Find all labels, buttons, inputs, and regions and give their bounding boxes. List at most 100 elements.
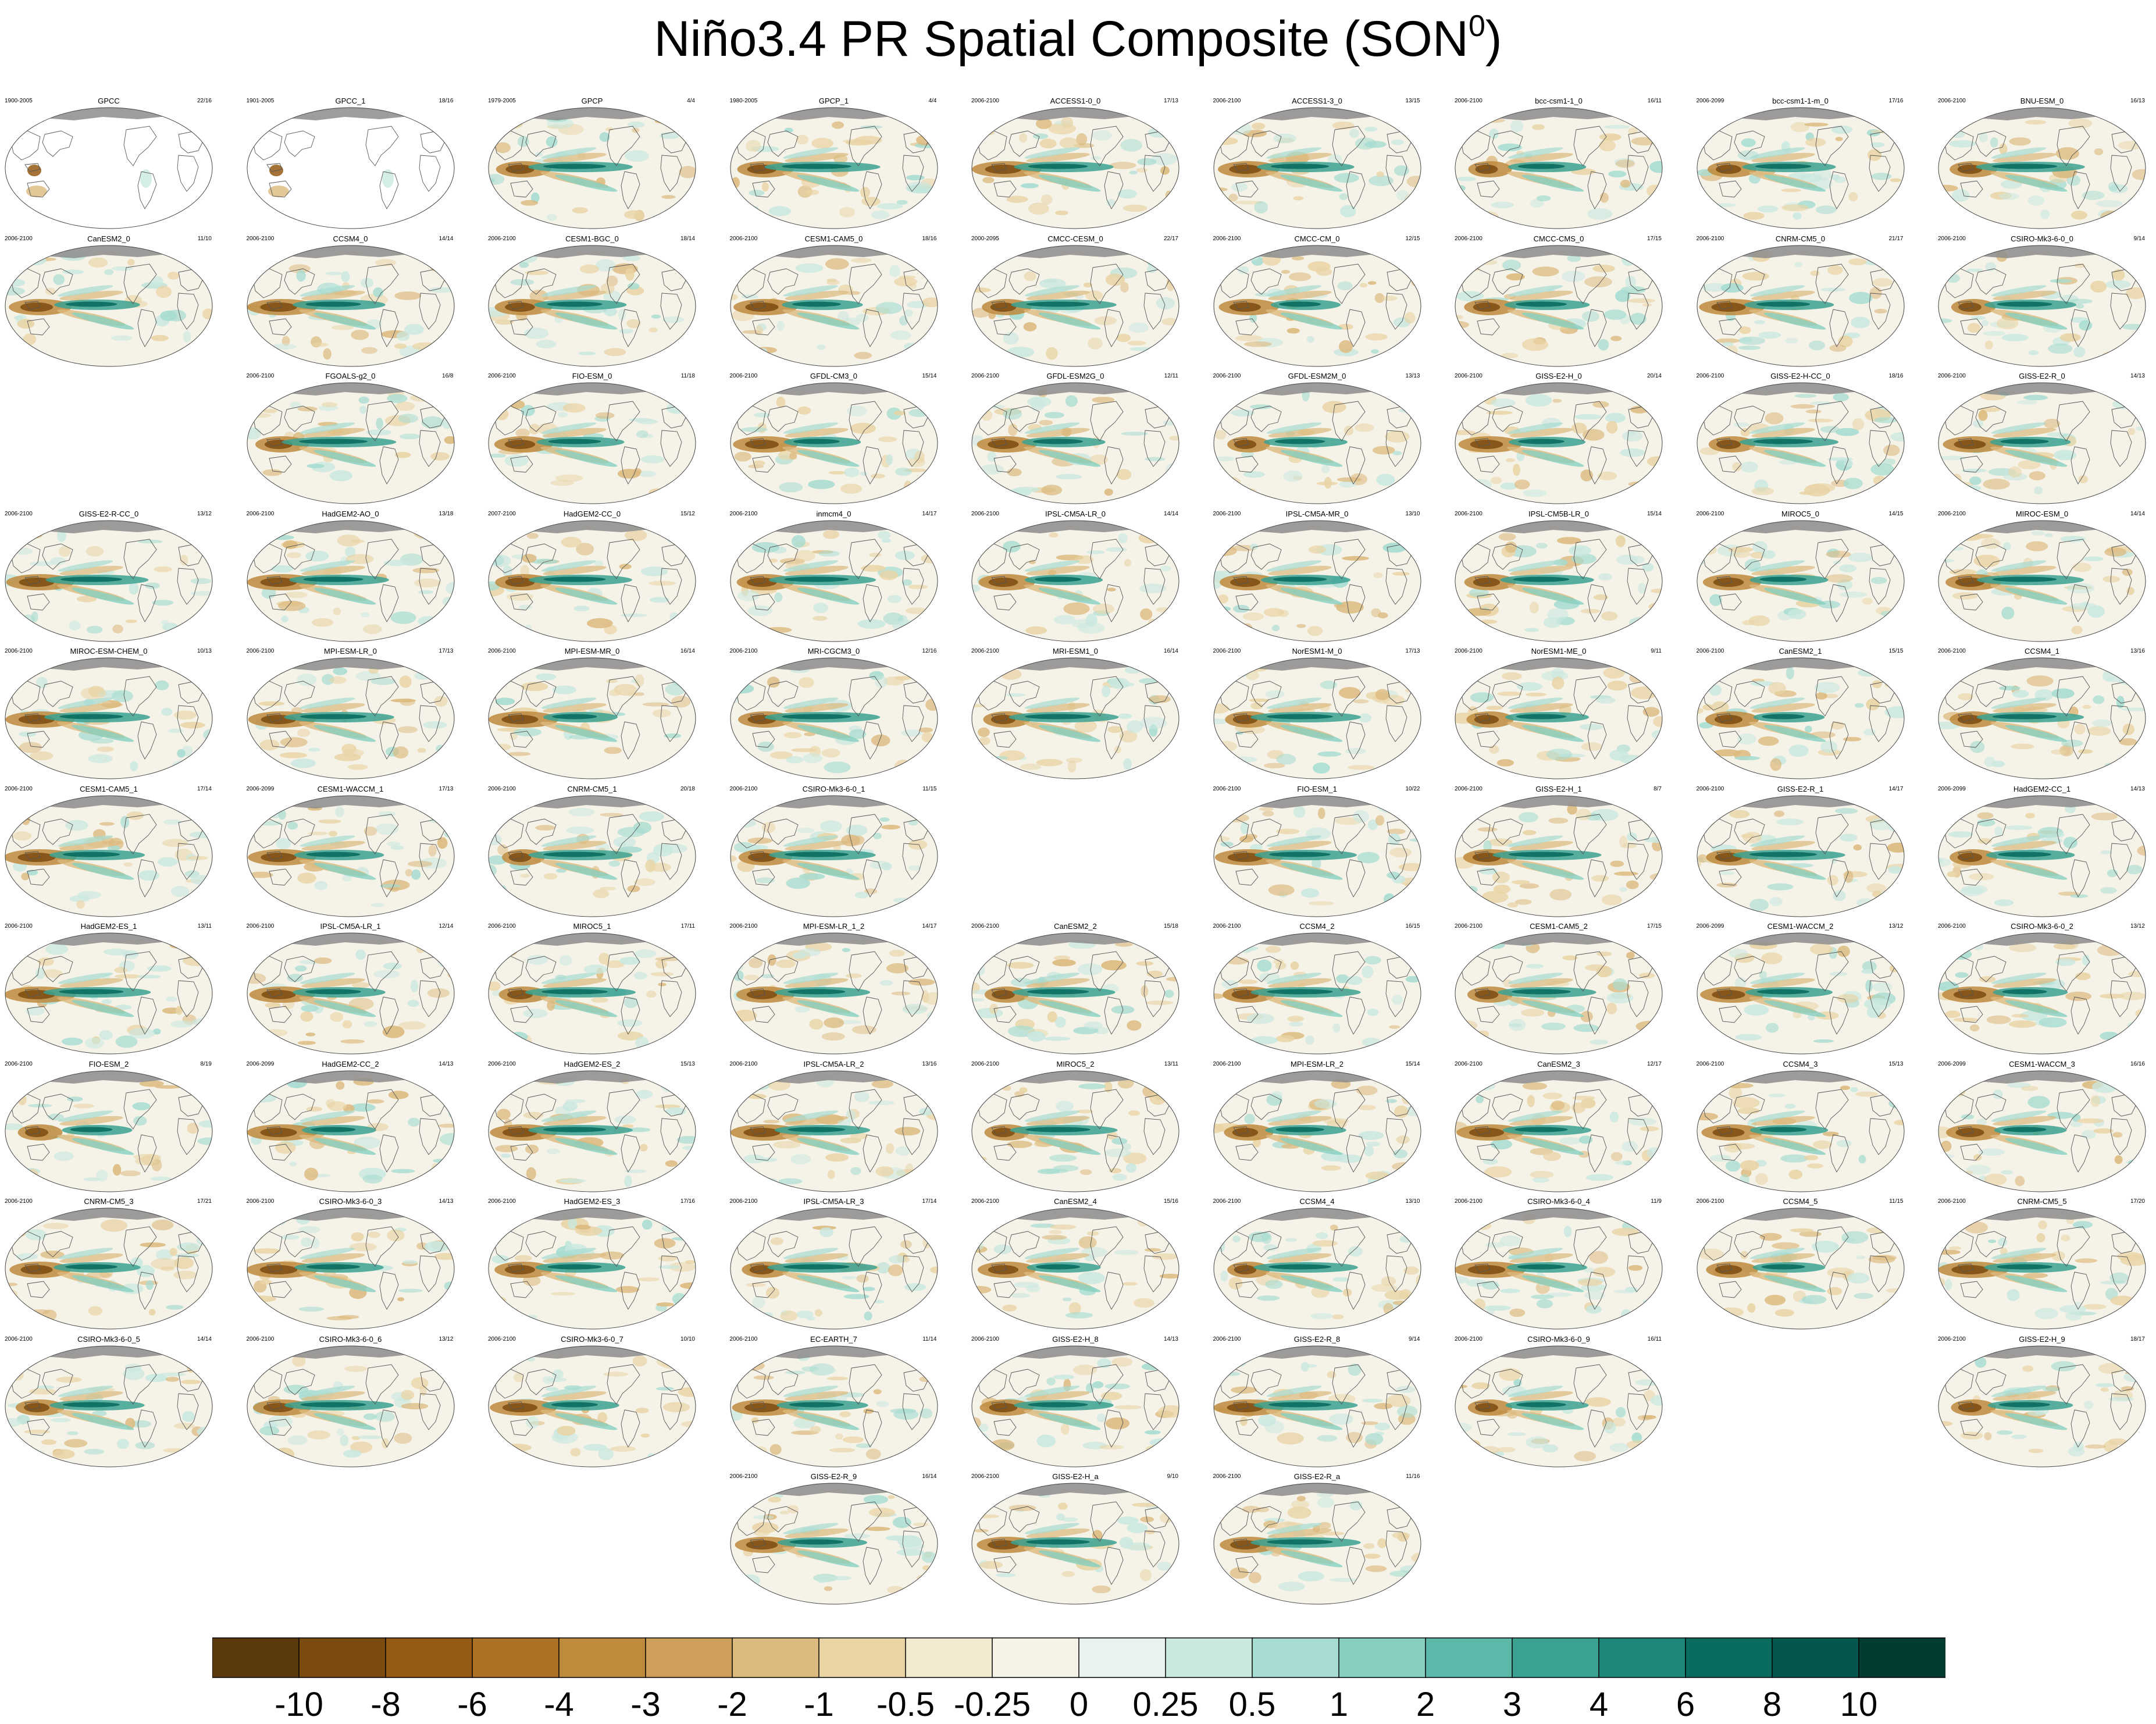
anomaly-blob	[1610, 992, 1628, 1000]
anomaly-blob	[1491, 201, 1514, 209]
continent-outline	[1250, 818, 1282, 845]
anomaly-blob	[390, 1169, 415, 1173]
anomaly-blob	[1641, 215, 1662, 220]
anomaly-blob	[1751, 487, 1774, 496]
anomaly-blob	[1532, 124, 1545, 130]
anomaly-blob	[1136, 961, 1154, 966]
robinson-map	[730, 520, 938, 642]
continent-outline	[1332, 1089, 1366, 1130]
anomaly-blob	[1620, 448, 1645, 457]
anomaly-blob	[156, 1249, 173, 1260]
anomaly-blob	[1788, 1169, 1802, 1179]
continent-outline	[419, 568, 440, 605]
anomaly-blob	[97, 746, 114, 752]
anomaly-blob	[1161, 674, 1178, 683]
continent-outline	[42, 1369, 73, 1395]
anomaly-blob	[2124, 1224, 2146, 1230]
anomaly-blob	[901, 1004, 927, 1014]
anomaly-blob	[839, 1410, 851, 1417]
anomaly-blob	[1065, 757, 1082, 763]
panel-event-count: 11/18	[680, 373, 695, 379]
continent-outline	[1008, 681, 1040, 707]
anomaly-blob	[1978, 1148, 2005, 1156]
anomaly-blob	[1582, 429, 1605, 441]
anomaly-blob	[877, 530, 890, 539]
continent-outline	[991, 576, 1007, 585]
panel-period: 2006-2100	[1213, 1060, 1241, 1067]
continent-outline	[266, 851, 283, 860]
continent-outline	[1815, 814, 1849, 854]
map-border	[730, 107, 938, 229]
robinson-map	[730, 1207, 938, 1330]
anomaly-blob	[2102, 575, 2121, 582]
wet-anomaly-core	[781, 714, 851, 719]
anomaly-blob	[1308, 545, 1326, 554]
anomaly-blob	[247, 1084, 265, 1091]
continent-outline	[419, 155, 440, 192]
anomaly-blob	[1592, 1267, 1616, 1277]
anomaly-blob	[116, 1438, 129, 1449]
dry-anomaly-itcz	[543, 703, 607, 713]
anomaly-blob	[1117, 469, 1132, 480]
anomaly-blob	[987, 451, 997, 462]
anomaly-blob	[674, 1310, 686, 1316]
anomaly-blob	[290, 758, 316, 768]
wet-anomaly-north	[1508, 147, 1563, 159]
anomaly-blob	[1509, 1308, 1526, 1317]
wet-anomaly-core	[300, 714, 366, 719]
anomaly-blob	[855, 1442, 872, 1448]
anomaly-blob	[1245, 670, 1259, 681]
wet-anomaly-south	[797, 450, 859, 467]
continent-outline	[525, 1369, 557, 1395]
continent-outline	[1734, 268, 1765, 295]
anomaly-blob	[1743, 1004, 1769, 1016]
anomaly-blob	[1311, 857, 1321, 870]
continent-outline	[493, 1093, 524, 1124]
anomaly-blob	[1127, 340, 1146, 345]
anomaly-blob	[489, 960, 494, 972]
anomaly-blob	[67, 1096, 83, 1102]
anomaly-blob	[1804, 1155, 1818, 1160]
anomaly-blob	[1053, 615, 1076, 624]
anomaly-blob	[504, 1443, 532, 1451]
robinson-map	[971, 107, 1179, 229]
anomaly-blob	[1738, 336, 1765, 345]
wet-anomaly-north	[1024, 697, 1080, 709]
panel-model-name: CanESM2_1	[1779, 647, 1822, 656]
wet-anomaly-core	[311, 1127, 355, 1132]
wet-anomaly-south	[555, 1137, 618, 1155]
wet-anomaly-north	[300, 560, 355, 572]
continent-outline	[1815, 1226, 1849, 1267]
anomaly-blob	[112, 624, 123, 633]
anomaly-blob	[1263, 1244, 1277, 1251]
anomaly-blob	[921, 1174, 938, 1180]
map-panel: 2006-2100 CMCC-CM_0 12/15	[1211, 234, 1424, 368]
map-panel: 2006-2100 CNRM-CM5_1 20/18	[486, 785, 699, 918]
wet-anomaly-north	[1266, 422, 1321, 434]
anomaly-blob	[535, 824, 555, 831]
continent-outline	[1829, 171, 1848, 209]
anomaly-blob	[1823, 693, 1838, 699]
continent-outline	[734, 130, 766, 161]
anomaly-blob	[1127, 720, 1143, 733]
continent-outline	[607, 814, 640, 854]
map-border	[1455, 107, 1663, 229]
anomaly-blob	[875, 1166, 893, 1177]
anomaly-blob	[1944, 1279, 1952, 1291]
anomaly-blob	[386, 1229, 405, 1242]
wet-anomaly-core	[1756, 301, 1810, 307]
continent-outline	[24, 1126, 41, 1135]
continent-outline	[177, 1393, 199, 1430]
anomaly-blob	[341, 749, 364, 757]
anomaly-blob	[287, 974, 303, 982]
anomaly-blob	[1635, 393, 1653, 401]
anomaly-blob	[120, 815, 130, 828]
anomaly-blob	[5, 278, 26, 287]
continent-outline	[1104, 308, 1124, 347]
anomaly-blob	[671, 1223, 696, 1234]
anomaly-blob	[1740, 461, 1758, 473]
anomaly-blob	[172, 760, 195, 771]
anomaly-blob	[790, 748, 817, 752]
anomaly-blob	[489, 606, 497, 612]
continent-outline	[24, 576, 41, 585]
